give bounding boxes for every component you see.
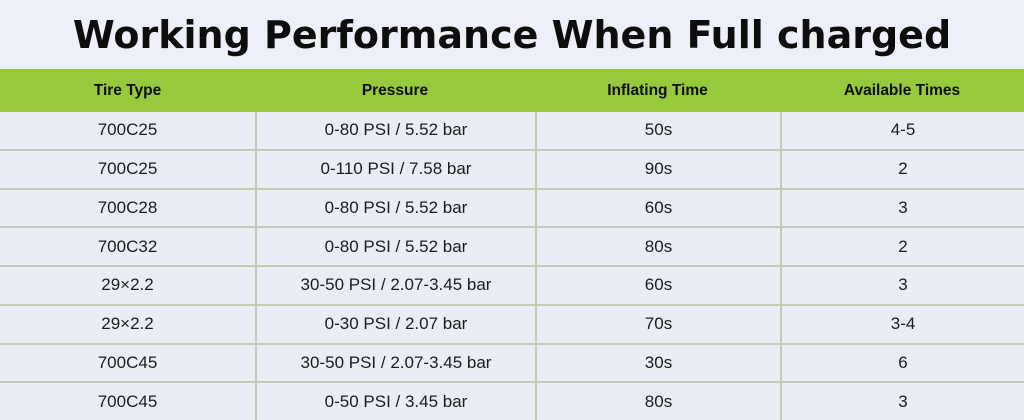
cell-inflating-time: 60s — [535, 189, 780, 227]
cell-tire-type: 29×2.2 — [0, 267, 255, 304]
cell-inflating-time: 80s — [535, 228, 780, 265]
table-row: 700C45 0-50 PSI / 3.45 bar 80s 3 — [0, 381, 1024, 420]
cell-inflating-time: 60s — [535, 267, 780, 304]
cell-available-times: 6 — [780, 344, 1024, 382]
cell-pressure: 0-50 PSI / 3.45 bar — [255, 383, 535, 420]
column-header-inflating-time: Inflating Time — [607, 81, 708, 99]
column-header-pressure: Pressure — [361, 81, 429, 99]
cell-pressure: 30-50 PSI / 2.07-3.45 bar — [255, 344, 535, 382]
cell-tire-type: 700C28 — [0, 189, 255, 227]
page-title: Working Performance When Full charged — [72, 12, 952, 57]
table-header-row: Tire Type Pressure Inflating Time Availa… — [0, 69, 1024, 112]
cell-tire-type: 29×2.2 — [0, 305, 255, 343]
table-row: 700C25 0-110 PSI / 7.58 bar 90s 2 — [0, 148, 1024, 188]
column-header-available-times: Available Times — [843, 81, 961, 99]
cell-available-times: 3 — [780, 383, 1024, 420]
cell-available-times: 3 — [780, 267, 1024, 304]
table-row: 29×2.2 0-30 PSI / 2.07 bar 70s 3-4 — [0, 303, 1024, 343]
table-row: 700C28 0-80 PSI / 5.52 bar 60s 3 — [0, 187, 1024, 227]
cell-pressure: 0-30 PSI / 2.07 bar — [255, 305, 535, 343]
cell-pressure: 0-80 PSI / 5.52 bar — [255, 228, 535, 265]
cell-tire-type: 700C45 — [0, 383, 255, 420]
cell-available-times: 3 — [780, 189, 1024, 227]
table-row: 700C32 0-80 PSI / 5.52 bar 80s 2 — [0, 226, 1024, 265]
table-body: 700C25 0-80 PSI / 5.52 bar 50s 4-5 700C25 0-1… — [0, 112, 1024, 420]
cell-inflating-time: 90s — [535, 150, 780, 188]
cell-inflating-time: 30s — [535, 344, 780, 382]
cell-inflating-time: 70s — [535, 305, 780, 343]
cell-pressure: 0-80 PSI / 5.52 bar — [255, 112, 535, 149]
cell-available-times: 2 — [780, 150, 1024, 188]
cell-inflating-time: 80s — [535, 383, 780, 420]
table-row: 700C25 0-80 PSI / 5.52 bar 50s 4-5 — [0, 112, 1024, 149]
cell-tire-type: 700C25 — [0, 112, 255, 149]
cell-pressure: 30-50 PSI / 2.07-3.45 bar — [255, 267, 535, 304]
cell-tire-type: 700C45 — [0, 344, 255, 382]
cell-available-times: 4-5 — [780, 112, 1024, 149]
cell-inflating-time: 50s — [535, 112, 780, 149]
cell-tire-type: 700C32 — [0, 228, 255, 265]
table-row: 29×2.2 30-50 PSI / 2.07-3.45 bar 60s 3 — [0, 265, 1024, 304]
cell-available-times: 3-4 — [780, 305, 1024, 343]
column-header-tire-type: Tire Type — [93, 81, 162, 99]
cell-pressure: 0-80 PSI / 5.52 bar — [255, 189, 535, 227]
title-band: Working Performance When Full charged — [0, 0, 1024, 69]
cell-pressure: 0-110 PSI / 7.58 bar — [255, 150, 535, 188]
cell-tire-type: 700C25 — [0, 150, 255, 188]
table-row: 700C45 30-50 PSI / 2.07-3.45 bar 30s 6 — [0, 342, 1024, 382]
cell-available-times: 2 — [780, 228, 1024, 265]
